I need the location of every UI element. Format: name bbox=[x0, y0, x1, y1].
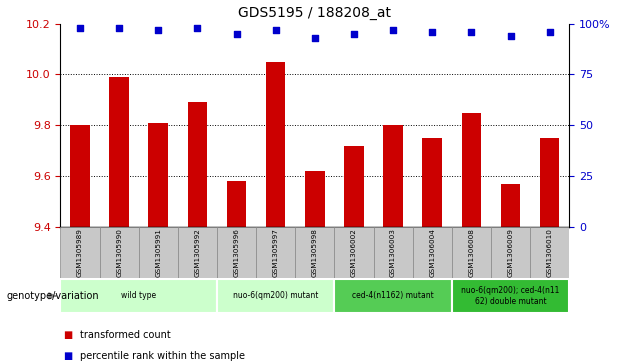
Bar bbox=[344, 146, 364, 227]
Text: GSM1306008: GSM1306008 bbox=[468, 228, 474, 277]
Point bbox=[192, 25, 202, 30]
Bar bbox=[452, 279, 569, 313]
Bar bbox=[139, 227, 178, 278]
Text: ced-4(n1162) mutant: ced-4(n1162) mutant bbox=[352, 291, 434, 300]
Text: ■: ■ bbox=[64, 351, 73, 361]
Text: transformed count: transformed count bbox=[80, 330, 170, 340]
Point bbox=[349, 31, 359, 37]
Bar bbox=[422, 138, 442, 227]
Bar bbox=[452, 227, 491, 278]
Text: GSM1306009: GSM1306009 bbox=[508, 228, 513, 277]
Text: GSM1306004: GSM1306004 bbox=[429, 228, 435, 277]
Text: GSM1305991: GSM1305991 bbox=[155, 228, 162, 277]
Point bbox=[388, 27, 398, 33]
Bar bbox=[501, 184, 520, 227]
Text: GSM1306002: GSM1306002 bbox=[351, 228, 357, 277]
Point bbox=[270, 27, 280, 33]
Text: ■: ■ bbox=[64, 330, 73, 340]
Text: GSM1305990: GSM1305990 bbox=[116, 228, 122, 277]
Text: GSM1305998: GSM1305998 bbox=[312, 228, 318, 277]
Bar bbox=[373, 227, 413, 278]
Bar bbox=[491, 227, 530, 278]
Text: nuo-6(qm200); ced-4(n11
62) double mutant: nuo-6(qm200); ced-4(n11 62) double mutan… bbox=[461, 286, 560, 306]
Bar bbox=[384, 125, 403, 227]
Bar bbox=[335, 227, 373, 278]
Bar bbox=[462, 113, 481, 227]
Bar bbox=[148, 123, 168, 227]
Bar bbox=[109, 77, 129, 227]
Bar bbox=[266, 62, 286, 227]
Point bbox=[114, 25, 124, 30]
Text: wild type: wild type bbox=[121, 291, 156, 300]
Point bbox=[310, 35, 320, 41]
Bar bbox=[335, 279, 452, 313]
Point bbox=[544, 29, 555, 34]
Bar bbox=[60, 279, 217, 313]
Text: GSM1305997: GSM1305997 bbox=[273, 228, 279, 277]
Point bbox=[75, 25, 85, 30]
Text: GSM1305996: GSM1305996 bbox=[233, 228, 240, 277]
Point bbox=[153, 27, 163, 33]
Bar bbox=[188, 102, 207, 227]
Point bbox=[506, 33, 516, 39]
Point bbox=[232, 31, 242, 37]
Bar bbox=[217, 279, 335, 313]
Bar bbox=[70, 125, 90, 227]
Bar bbox=[256, 227, 295, 278]
Text: GSM1305989: GSM1305989 bbox=[77, 228, 83, 277]
Text: percentile rank within the sample: percentile rank within the sample bbox=[80, 351, 244, 361]
Point bbox=[466, 29, 476, 34]
Title: GDS5195 / 188208_at: GDS5195 / 188208_at bbox=[238, 6, 391, 20]
Text: nuo-6(qm200) mutant: nuo-6(qm200) mutant bbox=[233, 291, 319, 300]
Bar bbox=[178, 227, 217, 278]
Bar bbox=[530, 227, 569, 278]
Text: genotype/variation: genotype/variation bbox=[6, 291, 99, 301]
Text: GSM1306003: GSM1306003 bbox=[390, 228, 396, 277]
Point bbox=[427, 29, 438, 34]
Bar bbox=[60, 227, 100, 278]
Text: GSM1305992: GSM1305992 bbox=[195, 228, 200, 277]
Bar bbox=[295, 227, 335, 278]
Bar bbox=[305, 171, 324, 227]
Bar bbox=[217, 227, 256, 278]
Text: GSM1306010: GSM1306010 bbox=[547, 228, 553, 277]
Bar bbox=[540, 138, 560, 227]
Bar bbox=[100, 227, 139, 278]
Bar bbox=[413, 227, 452, 278]
Bar bbox=[227, 181, 246, 227]
